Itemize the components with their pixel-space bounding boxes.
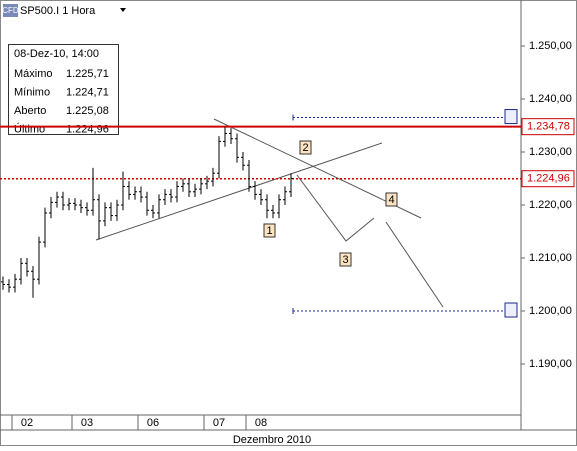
info-value: 1.225,08 bbox=[66, 105, 109, 117]
x-axis-title: Dezembro 2010 bbox=[233, 434, 311, 446]
info-date: 08-Dez-10, 14:00 bbox=[14, 48, 99, 60]
level-icon bbox=[504, 302, 518, 318]
level-icon bbox=[504, 109, 518, 125]
badge: CFD bbox=[2, 6, 19, 15]
y-tick-label: 1.220,00 bbox=[529, 199, 572, 211]
y-tick-label: 1.250,00 bbox=[529, 40, 572, 52]
badge-box bbox=[3, 4, 18, 17]
x-tick-label: 08 bbox=[255, 417, 267, 429]
info-label: Aberto bbox=[14, 105, 46, 117]
wave-label: 4 bbox=[388, 194, 394, 206]
wave-box bbox=[385, 192, 398, 207]
info-label: Máximo bbox=[14, 68, 53, 80]
wave-label: 3 bbox=[342, 254, 348, 266]
price-label: 1.224,96 bbox=[527, 173, 570, 185]
x-tick-label: 06 bbox=[147, 417, 159, 429]
y-tick-label: 1.190,00 bbox=[529, 358, 572, 370]
wave-box bbox=[339, 252, 352, 267]
chart-title[interactable]: SP500.I 1 Hora bbox=[20, 5, 96, 17]
wave-box bbox=[299, 140, 312, 155]
info-label: Último bbox=[14, 122, 45, 135]
wave-label: 2 bbox=[302, 142, 308, 154]
info-value: 1.224,71 bbox=[66, 86, 109, 98]
price-label-box bbox=[521, 118, 575, 136]
info-value: 1.225,71 bbox=[66, 68, 109, 80]
price-label: 1.234,78 bbox=[527, 121, 570, 133]
price-label-box bbox=[521, 170, 575, 188]
y-tick-label: 1.200,00 bbox=[529, 305, 572, 317]
x-tick-label: 07 bbox=[213, 417, 225, 429]
y-tick-label: 1.240,00 bbox=[529, 93, 572, 105]
info-label: Mínimo bbox=[14, 86, 50, 98]
y-tick-label: 1.210,00 bbox=[529, 252, 572, 264]
y-tick-label: 1.230,00 bbox=[529, 146, 572, 158]
info-box: 08-Dez-10, 14:00 bbox=[8, 44, 119, 135]
info-value: 1.224,96 bbox=[66, 123, 109, 135]
wave-box bbox=[263, 223, 276, 238]
wave-label: 1 bbox=[266, 225, 272, 237]
info-frame bbox=[8, 44, 119, 135]
dropdown-arrow[interactable] bbox=[120, 8, 126, 12]
x-tick-label: 03 bbox=[81, 417, 93, 429]
x-tick-label: 02 bbox=[21, 417, 33, 429]
